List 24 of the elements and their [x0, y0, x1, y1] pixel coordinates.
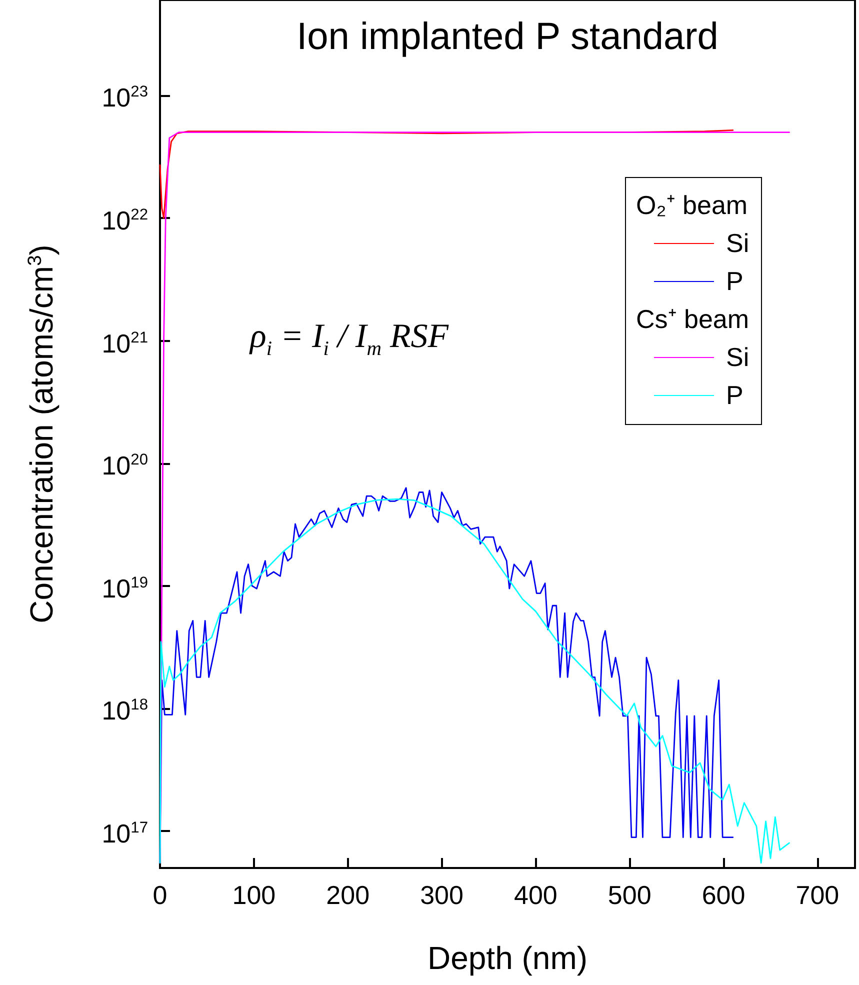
legend-label: P — [725, 265, 744, 298]
chart-title: Ion implanted P standard — [296, 16, 720, 59]
legend-label: Si — [725, 227, 750, 260]
legend-label: P — [725, 379, 744, 412]
x-tick-label: 600 — [702, 880, 746, 910]
x-tick-label: 400 — [514, 880, 558, 910]
annotation: O₂⁺ beam — [636, 189, 749, 222]
x-tick-label: 100 — [232, 880, 276, 910]
x-tick-label: 500 — [608, 880, 652, 910]
y-tick-label: 10$^{21}$ — [102, 326, 148, 358]
annotation: Cs⁺ beam — [636, 303, 750, 336]
legend-label: Si — [725, 341, 750, 374]
x-axis-title: Depth (nm) — [426, 940, 589, 977]
y-tick-label: 10$^{20}$ — [102, 450, 148, 481]
y-tick-label: 10$^{18}$ — [102, 694, 148, 726]
x-tick-label: 700 — [796, 880, 840, 910]
x-tick-label: 200 — [326, 880, 370, 910]
y-tick-label: 10$^{23}$ — [102, 82, 148, 113]
x-tick-label: 0 — [152, 880, 168, 910]
y-tick-label: 10$^{17}$ — [102, 817, 148, 848]
annotation: ρ$_{i}$ = I$_{i}$ / I$_{m}$ RSF — [250, 318, 448, 361]
y-tick-label: 10$^{19}$ — [102, 572, 148, 604]
y-tick-label: 10$^{22}$ — [102, 204, 148, 236]
x-tick-label: 300 — [420, 880, 464, 910]
